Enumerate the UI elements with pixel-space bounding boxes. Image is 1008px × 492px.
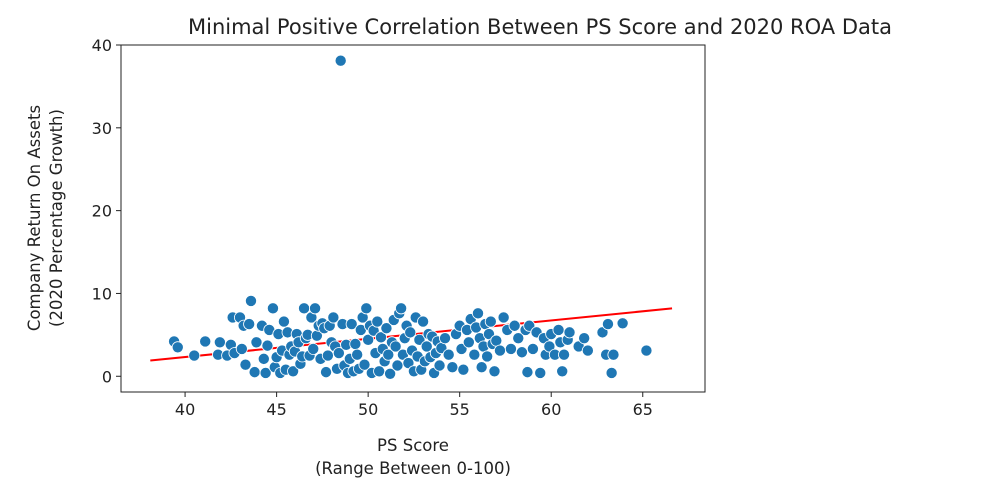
x-axis-sublabel: (Range Between 0-100) (315, 459, 511, 478)
data-point (277, 315, 290, 328)
data-point (490, 334, 503, 347)
data-point (395, 302, 408, 315)
data-point (543, 340, 556, 353)
x-axis-ticks: 40 45 50 55 60 65 (175, 392, 653, 419)
data-point (389, 340, 402, 353)
data-point (188, 349, 201, 362)
data-point (213, 336, 226, 349)
data-point (320, 366, 333, 379)
data-point (521, 366, 534, 379)
chart-title: Minimal Positive Correlation Between PS … (188, 15, 892, 39)
data-point (345, 318, 358, 331)
x-tick-label: 45 (266, 400, 286, 419)
data-point (462, 336, 475, 349)
data-point (607, 348, 620, 361)
data-point (442, 348, 455, 361)
data-point (402, 357, 415, 370)
x-tick-label: 40 (175, 400, 195, 419)
data-point (334, 54, 347, 67)
data-point (244, 294, 257, 307)
y-axis-label: Company Return On Assets (25, 105, 44, 331)
data-point (446, 361, 459, 374)
data-point (257, 352, 270, 365)
data-point (512, 332, 525, 345)
points-layer (168, 54, 653, 380)
data-point (404, 326, 417, 339)
data-point (581, 344, 594, 357)
data-point (360, 302, 373, 315)
data-point (563, 326, 576, 339)
data-point (199, 335, 212, 348)
data-point (558, 348, 571, 361)
data-point (358, 358, 371, 371)
data-point (468, 348, 481, 361)
data-point (374, 331, 387, 344)
data-point (515, 346, 528, 359)
data-point (327, 311, 340, 324)
data-point (382, 348, 395, 361)
x-tick-label: 60 (541, 400, 561, 419)
data-point (248, 366, 261, 379)
data-point (497, 311, 510, 324)
data-point (481, 350, 494, 363)
plot-frame (120, 44, 706, 393)
data-point (307, 342, 320, 355)
x-tick-label: 50 (358, 400, 378, 419)
data-point (266, 302, 279, 315)
data-point (488, 365, 501, 378)
data-point (471, 307, 484, 320)
y-tick-label: 40 (92, 36, 112, 55)
data-point (556, 365, 569, 378)
data-point (349, 337, 362, 350)
y-axis-sublabel: (2020 Percentage Growth) (47, 109, 66, 327)
data-point (239, 358, 252, 371)
data-point (373, 365, 386, 378)
y-tick-label: 30 (92, 119, 112, 138)
data-point (321, 349, 334, 362)
y-axis-ticks: 0 10 20 30 40 (92, 36, 121, 386)
data-point (380, 322, 393, 335)
data-point (362, 333, 375, 346)
data-point (250, 336, 263, 349)
x-axis-label: PS Score (377, 436, 449, 455)
y-tick-label: 10 (92, 284, 112, 303)
data-point (259, 366, 272, 379)
data-point (534, 366, 547, 379)
data-point (605, 366, 618, 379)
data-point (171, 341, 184, 354)
data-point (371, 315, 384, 328)
x-tick-label: 65 (633, 400, 653, 419)
data-point (484, 315, 497, 328)
data-point (475, 361, 488, 374)
x-tick-label: 55 (450, 400, 470, 419)
data-point (332, 347, 345, 360)
data-point (298, 302, 311, 315)
data-point (616, 317, 629, 330)
data-point (243, 318, 256, 331)
data-point (439, 332, 452, 345)
data-point (309, 302, 322, 315)
data-point (508, 319, 521, 332)
data-point (640, 344, 653, 357)
data-point (287, 365, 300, 378)
data-point (493, 344, 506, 357)
data-point (384, 367, 397, 380)
data-point (596, 326, 609, 339)
data-point (417, 315, 430, 328)
data-point (420, 340, 433, 353)
data-point (601, 318, 614, 331)
data-point (235, 342, 248, 355)
data-point (391, 359, 404, 372)
data-point (261, 339, 274, 352)
data-point (552, 323, 565, 336)
data-point (351, 348, 364, 361)
y-tick-label: 20 (92, 202, 112, 221)
data-point (433, 359, 446, 372)
data-point (578, 332, 591, 345)
y-tick-label: 0 (102, 367, 112, 386)
data-point (504, 342, 517, 355)
data-point (526, 342, 539, 355)
data-point (457, 363, 470, 376)
